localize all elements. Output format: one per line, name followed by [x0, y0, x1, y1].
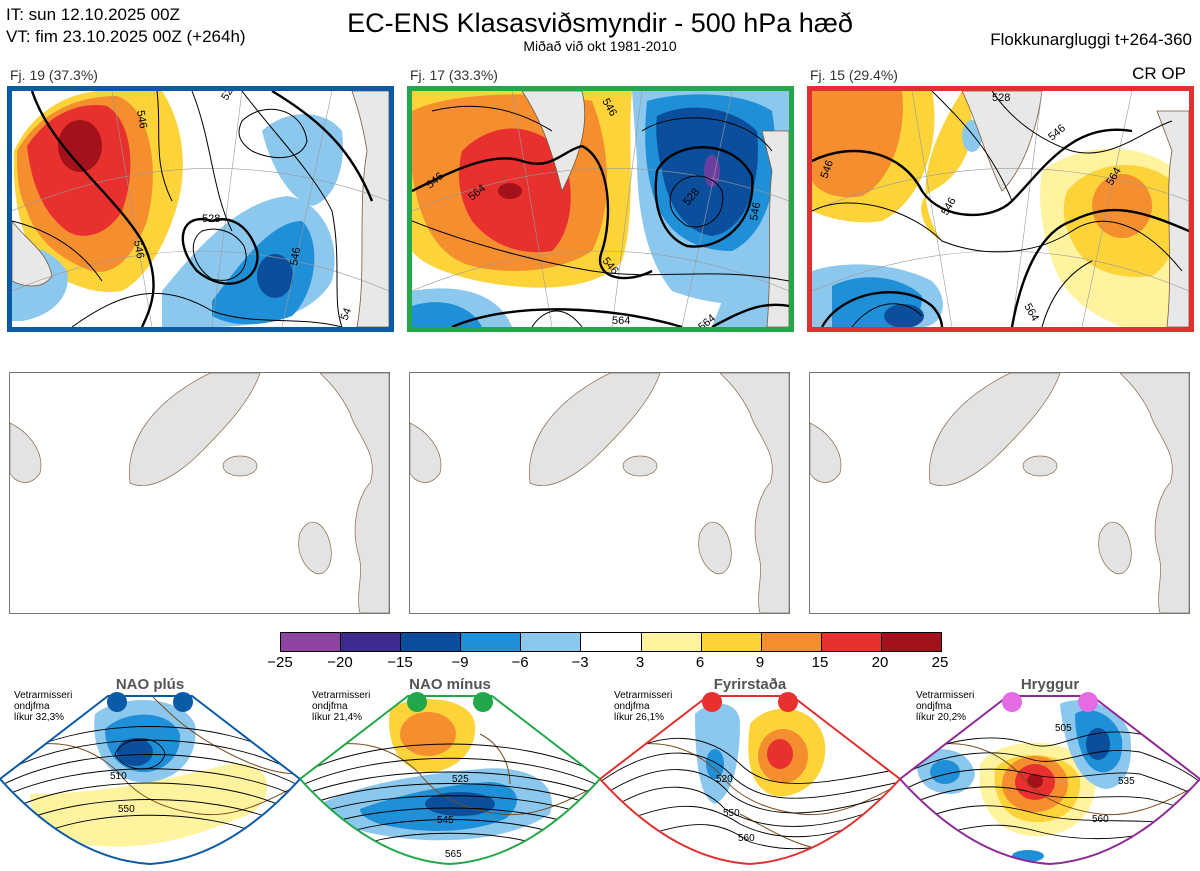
colorbar-swatch	[521, 633, 582, 651]
regime-title: NAO mínus	[409, 676, 491, 693]
colorbar-swatch	[821, 633, 882, 651]
contour-label: 528	[992, 92, 1010, 104]
cluster-2-label: Fj. 17 (33.3%)	[410, 67, 498, 83]
cluster-2-map[interactable]: 546 546 564 528 546 546 564 564	[407, 86, 794, 332]
colorbar-swatch	[401, 633, 462, 651]
colorbar-tick-label: −15	[387, 654, 413, 671]
regime-nao-minus[interactable]: NAO mínus Vetrarmisseri ondjfma líkur 21,4…	[300, 674, 600, 871]
init-time: IT: sun 12.10.2025 00Z	[6, 5, 180, 24]
colorbar-tick-label: −25	[267, 654, 293, 671]
contour-label: 560	[738, 833, 755, 844]
contour-label: 546	[134, 109, 149, 129]
regime-title: NAO plús	[115, 676, 185, 693]
page-subtitle: Miðað við okt 1981-2010	[523, 38, 677, 54]
cr-op-label: CR OP	[1132, 64, 1186, 83]
contour-label: 546	[131, 239, 146, 259]
blank-map-3[interactable]	[809, 372, 1190, 614]
regime-ridge[interactable]: Hryggur Vetrarmisseri ondjfma líkur 20,2%	[900, 674, 1200, 871]
contour-label: 528	[202, 213, 220, 225]
cluster-window: Flokkunargluggi t+264-360	[990, 30, 1192, 49]
colorbar-tick-label: 20	[871, 654, 889, 671]
colorbar-tick-label: 3	[635, 654, 645, 671]
blank-map-2[interactable]	[409, 372, 790, 614]
colorbar-swatch	[641, 633, 702, 651]
colorbar-ticks: −25 −20 −15 −9 −6 −3 3 6 9 15 20 25	[267, 654, 948, 674]
regime-info: Vetrarmisseri ondjfma líkur 21,4%	[312, 690, 371, 723]
page-title: EC-ENS Klasasviðsmyndir - 500 hPa hæð	[347, 8, 853, 38]
regime-nao-plus[interactable]: NAO plús Vetrarmisseri ondjfma líkur 32,3%	[0, 674, 300, 871]
cluster-3-label: Fj. 15 (29.4%)	[810, 67, 898, 83]
colorbar-tick-label: 25	[931, 654, 949, 671]
contour-label: 550	[118, 804, 135, 815]
contour-label: 535	[1118, 776, 1135, 787]
colorbar-swatch	[281, 633, 342, 651]
blank-map-1[interactable]	[9, 372, 390, 614]
colorbar-tick-label: 15	[811, 654, 829, 671]
header-times: IT: sun 12.10.2025 00Z VT: fim 23.10.202…	[6, 4, 246, 48]
regimes-row: NAO plús Vetrarmisseri ondjfma líkur 32,3%	[0, 674, 1200, 871]
regime-info: Vetrarmisseri ondjfma líkur 20,2%	[916, 690, 975, 723]
valid-time: VT: fim 23.10.2025 00Z (+264h)	[6, 27, 246, 46]
contour-label: 520	[716, 774, 733, 785]
colorbar-tick-label: −20	[327, 654, 353, 671]
contour-label: 505	[1055, 723, 1072, 734]
regime-title: Fyrirstaða	[713, 676, 787, 693]
regime-blocking[interactable]: Fyrirstaða Vetrarmisseri ondjfma líkur 26,…	[600, 674, 900, 871]
contour-label: 510	[110, 771, 127, 782]
colorbar-swatch	[341, 633, 402, 651]
contour-label: 565	[445, 849, 462, 860]
colorbar-tick-label: 6	[695, 654, 705, 671]
contour-label: 564	[1021, 302, 1041, 324]
contour-label: 546	[819, 159, 837, 180]
regime-title: Hryggur	[1020, 676, 1080, 693]
cluster-3-map[interactable]: 528 546 546 546 564 564	[807, 86, 1194, 332]
contour-label: 564	[612, 315, 630, 327]
cluster-1-map[interactable]: 546 528 546 546 528 54	[7, 86, 394, 332]
contour-label: 528	[219, 91, 239, 103]
colorbar-swatch	[581, 633, 642, 651]
colorbar-swatch	[461, 633, 522, 651]
colorbar-swatch	[881, 633, 942, 651]
colorbar-tick-label: −9	[451, 654, 469, 671]
contour-label: 545	[437, 815, 454, 826]
contour-label: 54	[339, 306, 354, 322]
colorbar-swatch	[701, 633, 762, 651]
colorbar-tick-label: 9	[755, 654, 765, 671]
colorbar	[280, 632, 942, 652]
regime-info: Vetrarmisseri ondjfma líkur 32,3%	[14, 690, 73, 723]
colorbar-swatch	[761, 633, 822, 651]
contour-label: 560	[1092, 814, 1109, 825]
contour-label: 546	[288, 246, 303, 266]
regime-info: Vetrarmisseri ondjfma líkur 26,1%	[614, 690, 673, 723]
contour-label: 546	[748, 201, 763, 221]
contour-label: 550	[723, 808, 740, 819]
contour-label: 525	[452, 774, 469, 785]
colorbar-tick-label: −3	[571, 654, 589, 671]
cluster-1-label: Fj. 19 (37.3%)	[10, 67, 98, 83]
contour-label: 546	[1046, 122, 1068, 143]
colorbar-tick-label: −6	[511, 654, 529, 671]
